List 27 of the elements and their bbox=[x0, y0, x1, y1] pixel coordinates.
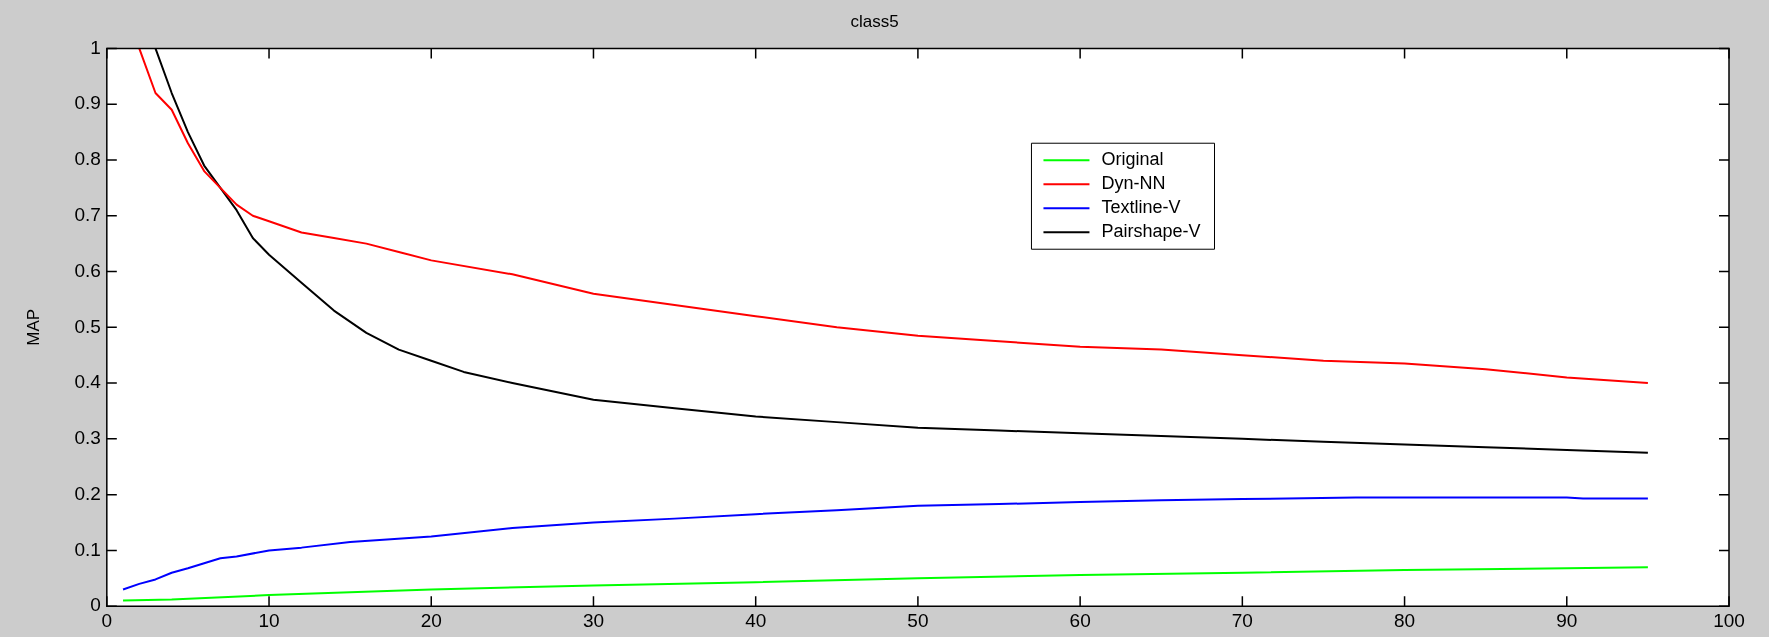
x-tick-label: 70 bbox=[1231, 609, 1253, 631]
y-tick-label: 0 bbox=[90, 594, 101, 616]
x-tick-label: 10 bbox=[258, 609, 280, 631]
y-tick-label: 0.2 bbox=[74, 482, 101, 504]
y-tick-label: 0.5 bbox=[74, 315, 101, 337]
y-tick-label: 1 bbox=[90, 36, 101, 58]
x-tick-label: 100 bbox=[1713, 609, 1745, 631]
y-tick-label: 0.3 bbox=[74, 427, 101, 449]
x-tick-label: 30 bbox=[582, 609, 605, 631]
y-axis-title: MAP bbox=[23, 308, 43, 346]
x-tick-label: 90 bbox=[1556, 609, 1578, 631]
legend-label: Textline-V bbox=[1101, 197, 1181, 218]
y-tick-label: 0.9 bbox=[74, 92, 101, 114]
y-tick-label: 0.6 bbox=[74, 259, 101, 281]
x-tick-label: 40 bbox=[745, 609, 767, 631]
legend-label: Original bbox=[1101, 149, 1164, 170]
y-tick-label: 0.8 bbox=[74, 148, 101, 170]
x-tick-label: 20 bbox=[420, 609, 442, 631]
legend-label: Dyn-NN bbox=[1101, 173, 1166, 194]
y-tick-label: 0.7 bbox=[74, 203, 101, 225]
x-tick-label: 80 bbox=[1393, 609, 1416, 631]
x-tick-label: 50 bbox=[907, 609, 929, 631]
chart-title: class5 bbox=[850, 11, 899, 31]
legend-label: Pairshape-V bbox=[1101, 221, 1201, 242]
y-tick-label: 0.1 bbox=[74, 538, 101, 560]
x-tick-label: 60 bbox=[1069, 609, 1091, 631]
y-tick-label: 0.4 bbox=[74, 371, 102, 393]
